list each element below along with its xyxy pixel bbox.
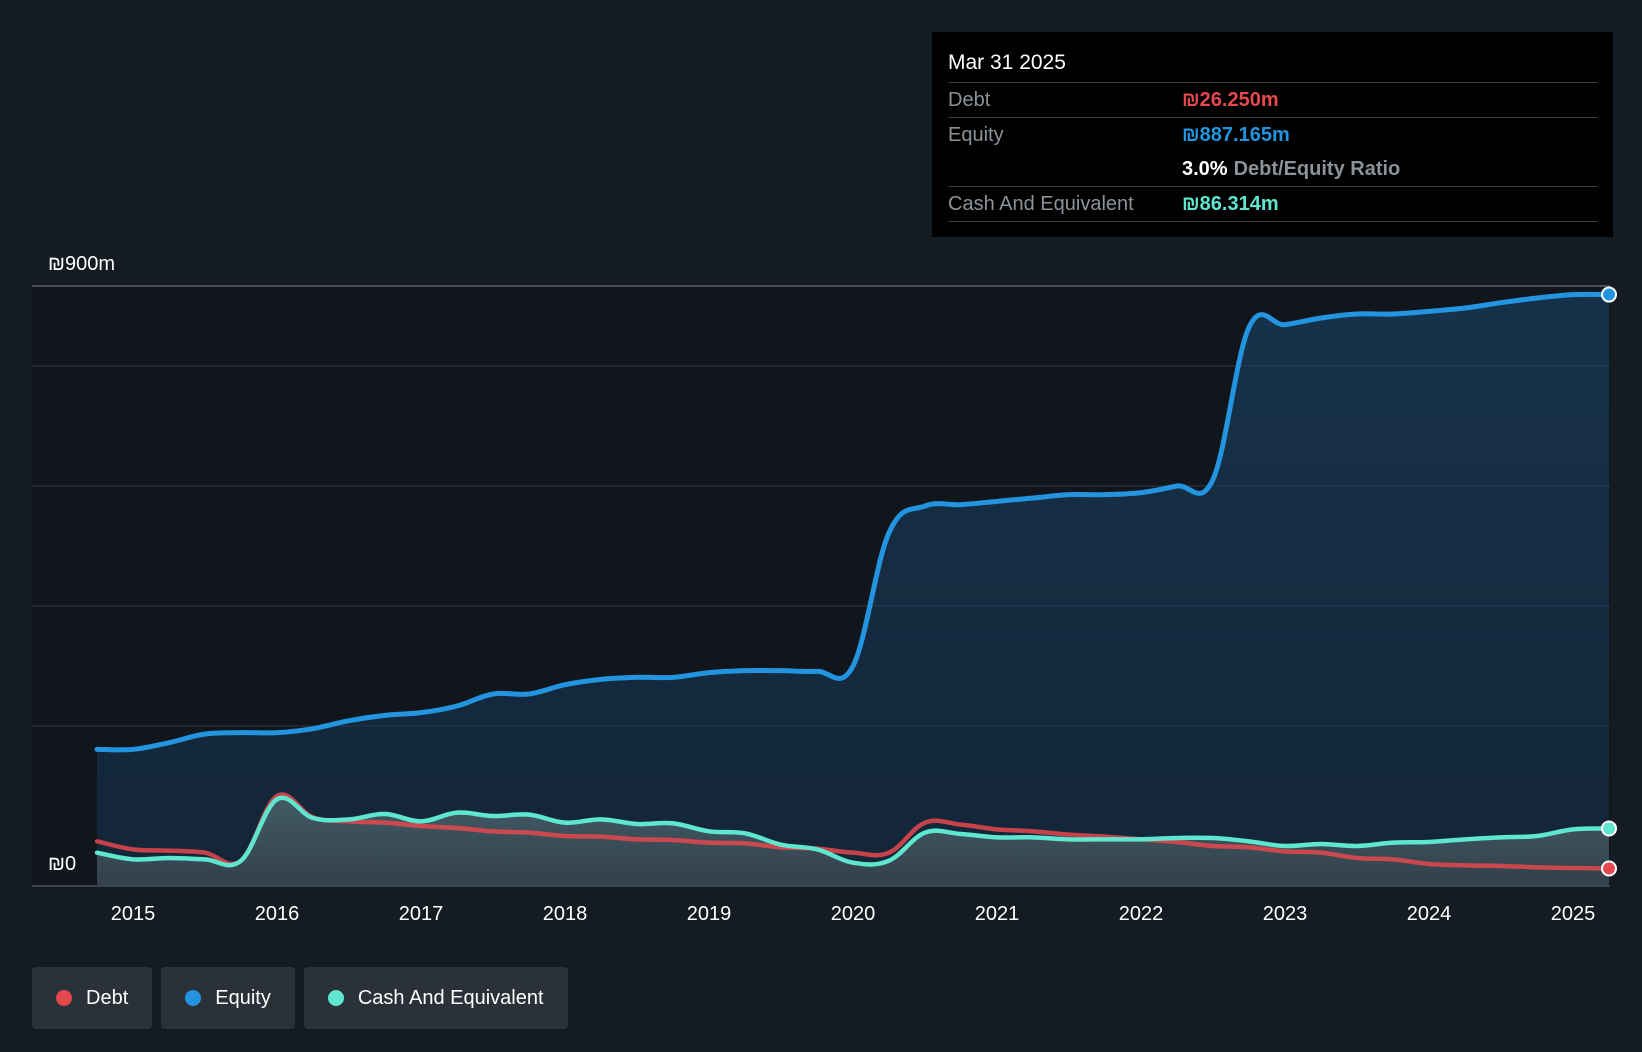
x-axis-ticks: 2015 2016 2017 2018 2019 2020 2021 2022 2023 2024…: [111, 903, 1596, 925]
chart-areas: [97, 294, 1609, 886]
x-tick-label: 2022: [1119, 903, 1164, 925]
tooltip-equity-row: Equity ₪887.165m: [948, 118, 1597, 152]
tooltip-equity-value: ₪887.165m: [1182, 124, 1290, 146]
legend-item-cash[interactable]: Cash And Equivalent: [303, 967, 568, 1029]
tooltip-cash-row: Cash And Equivalent ₪86.314m: [948, 187, 1597, 222]
x-tick-label: 2024: [1407, 903, 1452, 925]
end-dot-cash-and-equivalent: [1601, 820, 1617, 837]
x-tick-label: 2016: [255, 903, 300, 925]
tooltip-date: Mar 31 2025: [948, 48, 1597, 83]
tooltip-ratio-label: Debt/Equity Ratio: [1233, 158, 1401, 180]
x-tick-label: 2015: [111, 903, 156, 925]
chart-lines: [94, 291, 1612, 871]
tooltip-equity-label: Equity: [948, 124, 1004, 146]
x-tick-label: 2019: [687, 903, 732, 925]
tooltip-ratio-row: 3.0% Debt/Equity Ratio: [948, 152, 1597, 187]
cash-dot-icon: [327, 990, 344, 1006]
tooltip-cash-value: ₪86.314m: [1182, 193, 1279, 215]
legend-item-debt[interactable]: Debt: [32, 967, 153, 1029]
legend-item-equity[interactable]: Equity: [161, 967, 295, 1029]
end-dot-equity: [1601, 286, 1617, 303]
tooltip-cash-label: Cash And Equivalent: [948, 193, 1134, 215]
equity-dot-icon: [185, 990, 202, 1006]
tooltip-ratio-value: 3.0%: [1182, 158, 1228, 180]
tooltip-debt-label: Debt: [948, 89, 991, 111]
x-tick-label: 2018: [543, 903, 588, 925]
tooltip-debt-value: ₪26.250m: [1182, 89, 1279, 111]
legend-cash-label: Cash And Equivalent: [357, 986, 544, 1009]
line-cash-and-equivalent: [94, 795, 1612, 868]
area-equity: [97, 294, 1609, 886]
x-tick-label: 2020: [831, 903, 876, 925]
debt-equity-chart: 2015 2016 2017 2018 2019 2020 2021 2022 2023 2024…: [32, 253, 1617, 925]
x-tick-label: 2017: [399, 903, 444, 925]
tooltip-panel: Mar 31 2025 Debt ₪26.250m Equity ₪887.16…: [932, 32, 1613, 237]
chart-legend: Debt Equity Cash And Equivalent: [32, 967, 568, 1029]
tooltip-debt-row: Debt ₪26.250m: [948, 83, 1597, 118]
legend-equity-label: Equity: [215, 986, 271, 1009]
x-tick-label: 2023: [1263, 903, 1308, 925]
end-markers: [1601, 286, 1617, 877]
debt-dot-icon: [56, 990, 72, 1006]
area-cash-and-equivalent: [97, 797, 1609, 886]
legend-debt-label: Debt: [86, 986, 129, 1009]
end-dot-debt: [1601, 860, 1617, 877]
y-tick-label-zero: ₪0: [48, 853, 76, 875]
line-equity: [94, 291, 1612, 753]
y-tick-label-max: ₪900m: [48, 253, 115, 275]
tooltip-ratio-spacer: [948, 152, 1182, 186]
x-tick-label: 2025: [1551, 903, 1596, 925]
x-tick-label: 2021: [975, 903, 1020, 925]
